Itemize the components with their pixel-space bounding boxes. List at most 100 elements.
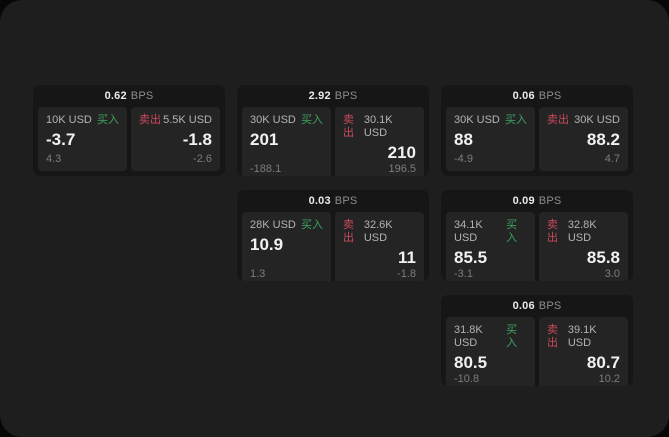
quote-panels: 28K USD 买入 10.9 1.3 卖出 32.6K USD 11 -1.8	[237, 212, 429, 281]
bps-unit: BPS	[538, 195, 562, 207]
buy-price: 85.5	[454, 248, 488, 267]
quote-panels: 34.1K USD 买入 85.5 -3.1 卖出 32.8K USD 85.8…	[441, 212, 633, 281]
buy-panel[interactable]: 34.1K USD 买入 85.5 -3.1	[446, 212, 535, 281]
sell-panel[interactable]: 卖出 30K USD 88.2 4.7	[539, 107, 628, 171]
sell-side-label: 卖出	[547, 114, 569, 126]
buy-size-label: 10K USD	[46, 114, 92, 126]
sell-price: 80.7	[586, 353, 620, 372]
sell-size-label: 30K USD	[574, 114, 620, 126]
sell-change: 10.2	[598, 373, 620, 385]
bps-value: 0.09	[512, 195, 535, 207]
sell-panel-top: 卖出 39.1K USD	[547, 324, 620, 350]
bps-unit: BPS	[334, 195, 358, 207]
buy-change: -10.8	[454, 373, 480, 385]
buy-price: 88	[454, 130, 473, 149]
buy-panel-top: 28K USD 买入	[250, 219, 323, 232]
buy-change: -3.1	[454, 268, 473, 280]
quote-card: 0.03 BPS 28K USD 买入 10.9 1.3 卖出 32.6K US…	[237, 190, 429, 281]
buy-side-label: 买入	[301, 114, 323, 126]
sell-change: -1.8	[397, 268, 416, 280]
buy-price: 201	[250, 130, 279, 149]
buy-side-label: 买入	[506, 219, 518, 244]
buy-price: 10.9	[250, 235, 284, 254]
sell-panel-top: 卖出 32.8K USD	[547, 219, 620, 245]
buy-change: 4.3	[46, 153, 62, 165]
sell-side-label: 卖出	[139, 114, 161, 126]
sell-panel-top: 卖出 30K USD	[547, 114, 620, 127]
buy-size-label: 28K USD	[250, 219, 296, 231]
sell-change: 3.0	[604, 268, 620, 280]
quote-panels: 31.8K USD 买入 80.5 -10.8 卖出 39.1K USD 80.…	[441, 317, 633, 386]
bps-value: 0.06	[512, 90, 535, 102]
buy-size-label: 34.1K USD	[454, 219, 483, 244]
quote-panels: 10K USD 买入 -3.7 4.3 卖出 5.5K USD -1.8 -2.…	[33, 107, 225, 176]
buy-size-label: 30K USD	[454, 114, 500, 126]
buy-panel[interactable]: 10K USD 买入 -3.7 4.3	[38, 107, 127, 171]
buy-panel-top: 30K USD 买入	[250, 114, 323, 127]
sell-panel[interactable]: 卖出 32.6K USD 11 -1.8	[335, 212, 424, 281]
quote-card: 2.92 BPS 30K USD 买入 201 -188.1 卖出 30.1K …	[237, 85, 429, 176]
buy-side-label: 买入	[506, 324, 518, 349]
quote-panels: 30K USD 买入 201 -188.1 卖出 30.1K USD 210 1…	[237, 107, 429, 176]
sell-panel[interactable]: 卖出 5.5K USD -1.8 -2.6	[131, 107, 220, 171]
buy-change: -188.1	[250, 163, 282, 175]
sell-size-label: 32.8K USD	[567, 219, 597, 244]
sell-panel[interactable]: 卖出 39.1K USD 80.7 10.2	[539, 317, 628, 386]
buy-panel[interactable]: 28K USD 买入 10.9 1.3	[242, 212, 331, 281]
buy-price: 80.5	[454, 353, 488, 372]
bps-unit: BPS	[538, 300, 562, 312]
buy-panel-top: 34.1K USD 买入	[454, 219, 527, 245]
sell-change: 196.5	[388, 163, 416, 175]
sell-size-label: 39.1K USD	[567, 324, 597, 349]
buy-side-label: 买入	[301, 219, 323, 231]
sell-side-label: 卖出	[547, 219, 558, 244]
sell-size-label: 5.5K USD	[163, 114, 212, 126]
buy-size-label: 30K USD	[250, 114, 296, 126]
sell-panel[interactable]: 卖出 32.8K USD 85.8 3.0	[539, 212, 628, 281]
quote-card: 0.06 BPS 30K USD 买入 88 -4.9 卖出 30K USD	[441, 85, 633, 176]
sell-price: 88.2	[586, 130, 620, 149]
bps-value: 0.06	[512, 300, 535, 312]
quote-grid: 0.62 BPS 10K USD 买入 -3.7 4.3 卖出 5.5K USD	[33, 85, 633, 386]
bps-header: 0.06 BPS	[441, 85, 633, 107]
quote-panels: 30K USD 买入 88 -4.9 卖出 30K USD 88.2 4.7	[441, 107, 633, 176]
sell-price: -1.8	[182, 130, 212, 149]
buy-price: -3.7	[46, 130, 76, 149]
quote-card: 0.09 BPS 34.1K USD 买入 85.5 -3.1 卖出 32.8K…	[441, 190, 633, 281]
bps-header: 0.06 BPS	[441, 295, 633, 317]
sell-panel[interactable]: 卖出 30.1K USD 210 196.5	[335, 107, 424, 176]
sell-price: 11	[398, 248, 416, 267]
sell-panel-top: 卖出 5.5K USD	[139, 114, 212, 127]
sell-side-label: 卖出	[343, 219, 354, 244]
sell-change: -2.6	[193, 153, 212, 165]
buy-panel[interactable]: 30K USD 买入 201 -188.1	[242, 107, 331, 176]
buy-change: 1.3	[250, 268, 266, 280]
sell-size-label: 30.1K USD	[363, 114, 393, 139]
bps-unit: BPS	[538, 90, 562, 102]
sell-panel-top: 卖出 30.1K USD	[343, 114, 416, 140]
buy-panel-top: 31.8K USD 买入	[454, 324, 527, 350]
buy-side-label: 买入	[97, 114, 119, 126]
buy-size-label: 31.8K USD	[454, 324, 483, 349]
buy-panel[interactable]: 31.8K USD 买入 80.5 -10.8	[446, 317, 535, 386]
buy-side-label: 买入	[505, 114, 527, 126]
sell-side-label: 卖出	[547, 324, 558, 349]
bps-header: 0.09 BPS	[441, 190, 633, 212]
bps-header: 2.92 BPS	[237, 85, 429, 107]
buy-panel-top: 10K USD 买入	[46, 114, 119, 127]
bps-value: 0.62	[104, 90, 127, 102]
bps-value: 2.92	[308, 90, 331, 102]
buy-change: -4.9	[454, 153, 473, 165]
quote-card: 0.62 BPS 10K USD 买入 -3.7 4.3 卖出 5.5K USD	[33, 85, 225, 176]
buy-panel-top: 30K USD 买入	[454, 114, 527, 127]
bps-header: 0.62 BPS	[33, 85, 225, 107]
bps-unit: BPS	[334, 90, 358, 102]
sell-side-label: 卖出	[343, 114, 354, 139]
sell-size-label: 32.6K USD	[363, 219, 393, 244]
sell-panel-top: 卖出 32.6K USD	[343, 219, 416, 245]
bps-unit: BPS	[130, 90, 154, 102]
buy-panel[interactable]: 30K USD 买入 88 -4.9	[446, 107, 535, 171]
sell-change: 4.7	[604, 153, 620, 165]
sell-price: 85.8	[586, 248, 620, 267]
